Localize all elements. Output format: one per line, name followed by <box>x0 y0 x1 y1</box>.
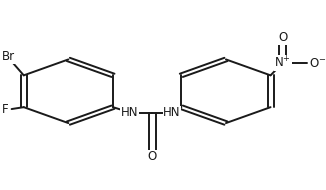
Text: F: F <box>2 103 9 116</box>
Text: HN: HN <box>163 106 181 119</box>
Text: Br: Br <box>2 50 15 63</box>
Text: O: O <box>148 150 157 163</box>
Text: HN: HN <box>121 106 139 119</box>
Text: O: O <box>278 31 287 44</box>
Text: O$^{-}$: O$^{-}$ <box>309 57 326 70</box>
Text: N$^{+}$: N$^{+}$ <box>274 55 291 71</box>
